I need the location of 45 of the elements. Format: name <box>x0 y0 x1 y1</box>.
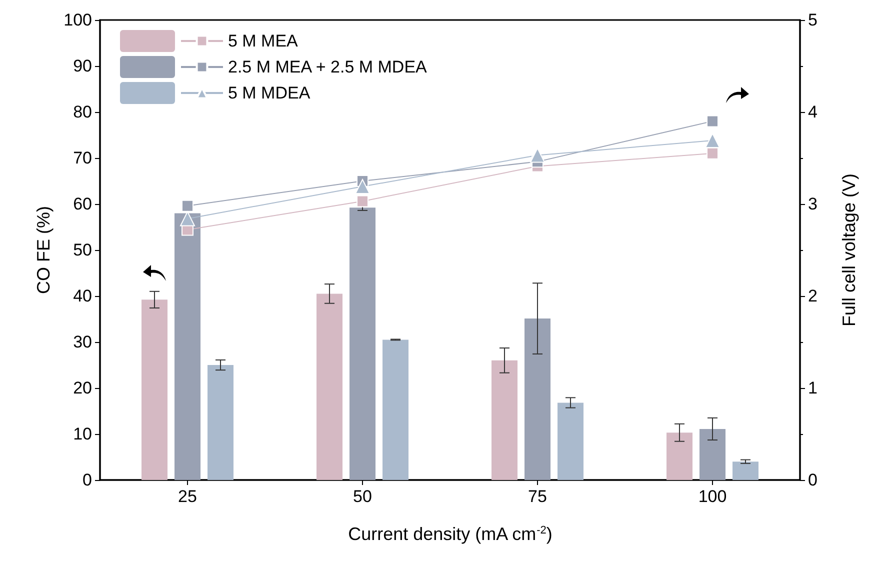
y-tick-label: 30 <box>73 332 92 352</box>
y-axis-title: CO FE (%) <box>34 206 54 294</box>
y-tick-label: 40 <box>73 286 92 306</box>
bar <box>492 360 518 480</box>
y-tick-label: 100 <box>64 10 92 30</box>
bar <box>666 432 692 480</box>
bar <box>142 300 168 480</box>
legend-label: 5 M MEA <box>228 32 299 50</box>
bar <box>732 462 758 480</box>
y-tick-label: 0 <box>82 470 92 490</box>
point <box>530 148 545 163</box>
bar <box>316 294 342 480</box>
bar <box>700 428 726 480</box>
y2-tick-label: 2 <box>808 286 818 306</box>
point <box>705 133 720 148</box>
y-tick-label: 90 <box>73 56 92 76</box>
y2-axis-title: Full cell voltage (V) <box>839 173 859 327</box>
point <box>706 147 718 160</box>
point <box>180 211 195 226</box>
y2-tick-label: 4 <box>808 102 818 122</box>
y-tick-label: 50 <box>73 240 92 260</box>
x-tick-label: 50 <box>353 487 372 506</box>
bar <box>558 402 584 480</box>
y-tick-label: 20 <box>73 378 92 398</box>
x-tick-label: 100 <box>698 487 727 506</box>
y2-tick-label: 1 <box>808 378 818 398</box>
legend-label: 5 M MDEA <box>228 84 311 102</box>
x-tick-label: 25 <box>178 487 197 506</box>
bar <box>382 340 408 480</box>
legend-label: 2.5 M MEA + 2.5 M MDEA <box>228 58 428 76</box>
y2-tick-label: 3 <box>808 194 818 214</box>
bar <box>524 318 550 480</box>
bar <box>350 208 376 480</box>
y2-tick-label: 5 <box>808 10 818 30</box>
y-tick-label: 80 <box>73 102 92 122</box>
bar <box>208 365 234 480</box>
point <box>182 200 194 212</box>
point <box>706 115 718 128</box>
point <box>356 195 368 208</box>
x-tick-label: 75 <box>528 487 547 506</box>
point <box>355 179 370 194</box>
y-tick-label: 70 <box>73 148 92 168</box>
y-tick-label: 10 <box>73 424 92 444</box>
y2-tick-label: 0 <box>808 470 818 490</box>
y-tick-label: 60 <box>73 194 92 214</box>
